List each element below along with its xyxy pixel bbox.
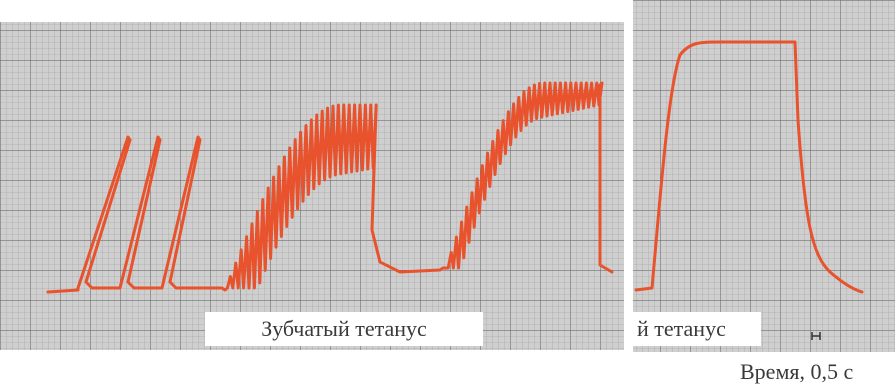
figure: Зубчатый тетанус й тетанус Время, 0,5 с <box>0 0 895 388</box>
right-label: й тетанус <box>637 316 726 341</box>
left-label: Зубчатый тетанус <box>261 316 427 341</box>
left-grid-panel <box>0 22 624 350</box>
page: {"left_panel": {"label": "Зубчатый тетан… <box>0 0 895 388</box>
time-label: Время, 0,5 с <box>740 359 853 384</box>
right-grid-panel <box>633 0 895 352</box>
